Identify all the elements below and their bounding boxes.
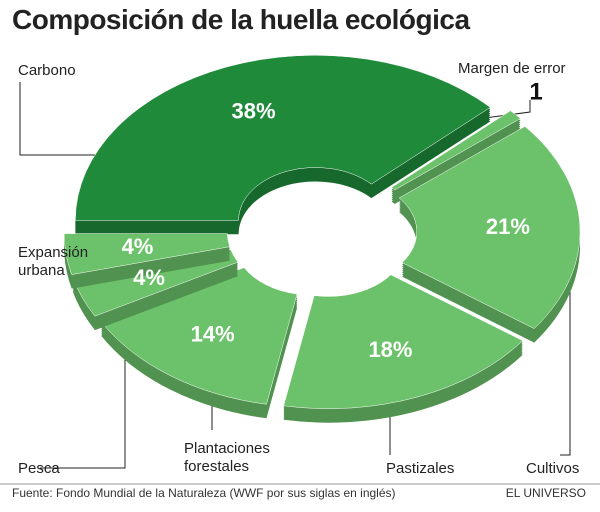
- value-label: 14%: [191, 321, 235, 346]
- slice: [100, 267, 298, 405]
- category-label: Cultivos: [526, 460, 580, 477]
- value-label: 4%: [122, 234, 154, 259]
- source: Fuente: Fondo Mundial de la Naturaleza (…: [12, 486, 396, 500]
- slice: [63, 233, 231, 275]
- slice: [75, 55, 491, 221]
- value-label: 1: [529, 78, 542, 105]
- category-label: Margen de error: [458, 60, 566, 77]
- category-label: Pesca: [18, 460, 60, 477]
- category-label: Carbono: [18, 62, 76, 79]
- category-label: Pastizales: [386, 460, 455, 477]
- value-label: 21%: [486, 214, 530, 239]
- value-label: 4%: [133, 265, 165, 290]
- value-label: 18%: [368, 337, 412, 362]
- credit: EL UNIVERSO: [505, 486, 586, 500]
- category-label: Expansión urbana: [18, 244, 89, 279]
- value-label: 38%: [232, 99, 276, 124]
- chart-title: Composición de la huella ecológica: [12, 4, 470, 35]
- slice: [283, 274, 524, 409]
- slice: [391, 110, 521, 191]
- category-label: Plantaciones forestales: [184, 440, 270, 475]
- slice: [398, 126, 581, 329]
